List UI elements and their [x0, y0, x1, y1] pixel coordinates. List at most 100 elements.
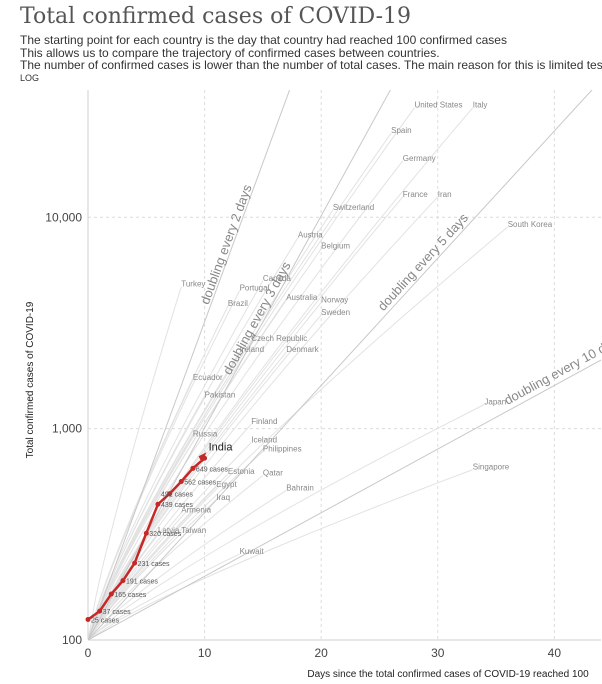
highlight-series: India 25 cases 37 cases 165 cases 191 cases 2… — [85, 441, 234, 625]
country-line — [87, 160, 404, 641]
country-labels: United States Italy Spain Germany France Iran… — [158, 101, 553, 556]
doubling-guide-label: doubling every 5 days — [375, 210, 472, 314]
x-tick-label: 30 — [431, 646, 445, 660]
country-label: Norway — [321, 296, 348, 305]
india-point — [167, 491, 173, 497]
background-country-lines — [87, 107, 509, 641]
country-line — [87, 286, 182, 641]
india-point-label: 165 cases — [114, 592, 146, 599]
india-point — [120, 578, 126, 584]
x-axis-title: Days since the total confirmed cases of … — [307, 669, 589, 680]
country-label: United States — [414, 101, 462, 110]
doubling-guide-line — [88, 90, 391, 640]
country-label: Brazil — [228, 299, 248, 308]
country-line — [87, 351, 241, 641]
country-line — [87, 299, 287, 641]
country-line — [87, 442, 252, 641]
country-label: Sweden — [321, 308, 350, 317]
x-tick-label: 0 — [85, 646, 92, 660]
country-line — [87, 451, 264, 641]
country-label: Ireland — [240, 345, 264, 354]
country-label: Iceland — [251, 435, 277, 444]
india-point — [155, 501, 161, 507]
country-line — [87, 351, 287, 641]
country-label: Japan — [484, 398, 506, 407]
country-label: France — [403, 190, 428, 199]
country-label: Denmark — [286, 345, 319, 354]
india-point — [97, 608, 103, 614]
chart-title: Total confirmed cases of COVID-19 — [20, 4, 412, 29]
country-line — [87, 436, 194, 641]
india-point — [190, 465, 196, 471]
india-point — [85, 617, 91, 623]
axis-ticks: 0 10 20 30 40 100 1,000 10,000 — [45, 210, 561, 660]
doubling-guide-label: doubling every 10 days — [502, 330, 602, 407]
country-line — [87, 475, 264, 641]
india-point-label: 320 cases — [149, 531, 181, 538]
country-label: Estonia — [228, 467, 255, 476]
india-label: India — [209, 441, 234, 453]
india-point-label: 439 cases — [161, 502, 193, 509]
country-label: Spain — [391, 126, 411, 135]
india-point-label: 25 cases — [91, 618, 120, 625]
x-tick-label: 10 — [198, 646, 212, 660]
country-label: Finland — [251, 417, 277, 426]
country-label: Iran — [438, 190, 452, 199]
grid-lines — [87, 90, 601, 641]
country-label: Turkey — [181, 280, 205, 289]
india-point-label: 562 cases — [184, 480, 216, 487]
india-point — [143, 530, 149, 536]
country-label: Russia — [193, 429, 218, 438]
country-label: Taiwan — [181, 526, 206, 535]
country-label: Ecuador — [193, 373, 223, 382]
india-point — [108, 591, 114, 597]
country-line — [87, 486, 217, 641]
country-label: Bahrain — [286, 483, 314, 492]
scale-label[interactable]: LOG — [20, 73, 40, 83]
chart-subtitle-line-3: The number of confirmed cases is lower t… — [20, 58, 602, 72]
country-label: Switzerland — [333, 203, 374, 212]
country-line — [87, 489, 287, 641]
chart-subtitle-line-2: This allows us to compare the trajectory… — [20, 46, 440, 60]
country-line — [87, 404, 485, 641]
country-label: Pakistan — [205, 391, 236, 400]
y-tick-label: 10,000 — [45, 210, 82, 224]
india-point-label: 37 cases — [103, 609, 132, 616]
india-point — [178, 479, 184, 485]
country-label: Portugal — [240, 284, 270, 293]
country-label: Philippines — [263, 444, 302, 453]
country-label: Qatar — [263, 469, 283, 478]
y-tick-label: 1,000 — [52, 422, 82, 436]
india-point-label: 231 cases — [138, 561, 170, 568]
y-tick-label: 100 — [62, 633, 82, 647]
country-label: Australia — [286, 293, 318, 302]
doubling-guide-lines — [88, 90, 601, 640]
country-label: Kuwait — [240, 547, 265, 556]
x-tick-label: 20 — [315, 646, 329, 660]
x-tick-label: 40 — [548, 646, 562, 660]
country-label: Singapore — [473, 463, 510, 472]
country-label: Armenia — [181, 506, 211, 515]
country-line — [87, 196, 404, 641]
india-arrow — [198, 452, 207, 463]
country-line — [87, 532, 182, 641]
chart-subtitle-line-1: The starting point for each country is t… — [20, 33, 507, 47]
country-label: Austria — [298, 231, 323, 240]
country-label: Italy — [473, 101, 488, 110]
country-label: Canada — [263, 274, 292, 283]
country-line — [87, 196, 439, 641]
country-label: South Korea — [508, 220, 553, 229]
country-line — [87, 302, 322, 641]
doubling-guide-line — [88, 90, 593, 640]
india-point-label: 191 cases — [126, 579, 158, 586]
india-point-label: 649 cases — [196, 466, 228, 473]
country-line — [87, 553, 240, 641]
country-label: Belgium — [321, 242, 350, 251]
doubling-guide-line — [88, 359, 601, 640]
country-label: Czech Republic — [251, 334, 307, 343]
india-point-label: 492 cases — [161, 492, 193, 499]
country-line — [87, 469, 473, 641]
doubling-guide-line — [88, 90, 291, 640]
country-label: Egypt — [216, 480, 237, 489]
